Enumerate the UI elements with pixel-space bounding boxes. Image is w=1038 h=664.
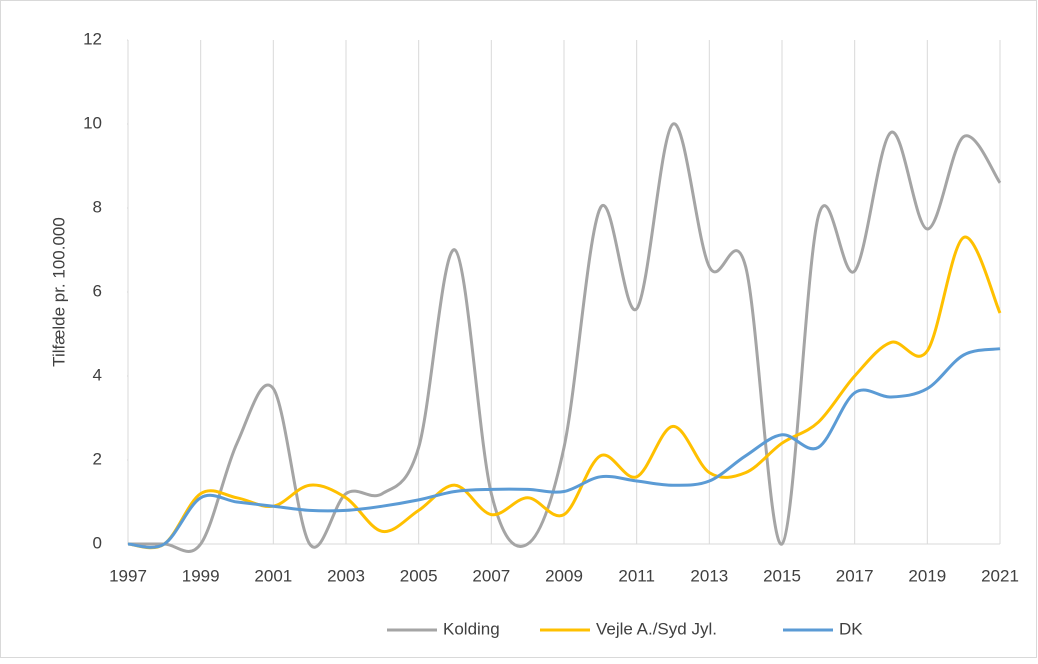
- y-tick-label: 0: [93, 533, 102, 552]
- x-tick-label: 2007: [472, 566, 510, 585]
- x-tick-label: 2021: [981, 566, 1019, 585]
- x-tick-label: 2011: [618, 566, 655, 585]
- y-tick-label: 8: [93, 197, 102, 216]
- y-tick-label: 6: [93, 281, 102, 300]
- x-tick-label: 2015: [763, 566, 801, 585]
- x-tick-label: 2003: [327, 566, 365, 585]
- x-tick-label: 2001: [254, 566, 292, 585]
- x-tick-label: 1999: [182, 566, 220, 585]
- x-tick-label: 2005: [400, 566, 438, 585]
- y-tick-label: 12: [83, 29, 102, 48]
- series-line: [127, 347, 1001, 549]
- x-tick-label: 2009: [545, 566, 583, 585]
- series-line: [128, 122, 1002, 553]
- legend-label: Vejle A./Syd Jyl.: [596, 619, 717, 638]
- y-tick-label: 4: [93, 365, 102, 384]
- x-tick-label: 2017: [836, 566, 874, 585]
- y-axis-label: Tilfælde pr. 100.000: [49, 217, 68, 367]
- y-tick-label: 2: [93, 449, 102, 468]
- legend-label: Kolding: [443, 619, 500, 638]
- x-tick-label: 1997: [109, 566, 147, 585]
- x-tick-label: 2019: [908, 566, 946, 585]
- legend-label: DK: [839, 619, 863, 638]
- x-tick-label: 2013: [690, 566, 728, 585]
- y-tick-label: 10: [83, 113, 102, 132]
